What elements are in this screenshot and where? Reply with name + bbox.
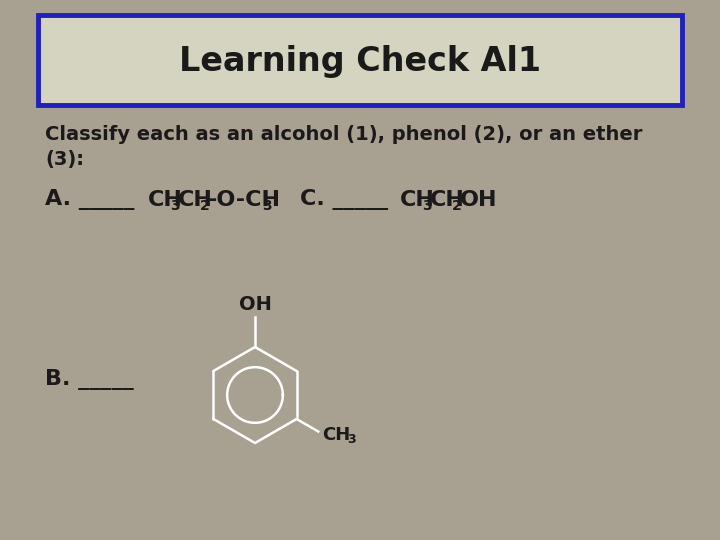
Text: OH: OH xyxy=(460,190,498,210)
FancyBboxPatch shape xyxy=(38,15,682,105)
Text: 3: 3 xyxy=(262,199,271,213)
Text: 2: 2 xyxy=(200,199,210,213)
Text: -O-CH: -O-CH xyxy=(208,190,281,210)
Text: A. _____: A. _____ xyxy=(45,190,135,211)
Text: (3):: (3): xyxy=(45,150,84,169)
Text: CH: CH xyxy=(400,190,435,210)
Text: Classify each as an alcohol (1), phenol (2), or an ether: Classify each as an alcohol (1), phenol … xyxy=(45,125,642,144)
Text: B. _____: B. _____ xyxy=(45,369,134,390)
Text: CH: CH xyxy=(148,190,183,210)
Text: OH: OH xyxy=(238,295,271,314)
Text: CH: CH xyxy=(178,190,213,210)
Text: CH: CH xyxy=(323,427,351,444)
Text: CH: CH xyxy=(430,190,465,210)
Text: 3: 3 xyxy=(422,199,431,213)
Text: Learning Check Al1: Learning Check Al1 xyxy=(179,45,541,78)
Text: 3: 3 xyxy=(347,433,356,446)
Text: 3: 3 xyxy=(170,199,179,213)
Text: C. _____: C. _____ xyxy=(300,190,388,211)
Text: 2: 2 xyxy=(452,199,462,213)
